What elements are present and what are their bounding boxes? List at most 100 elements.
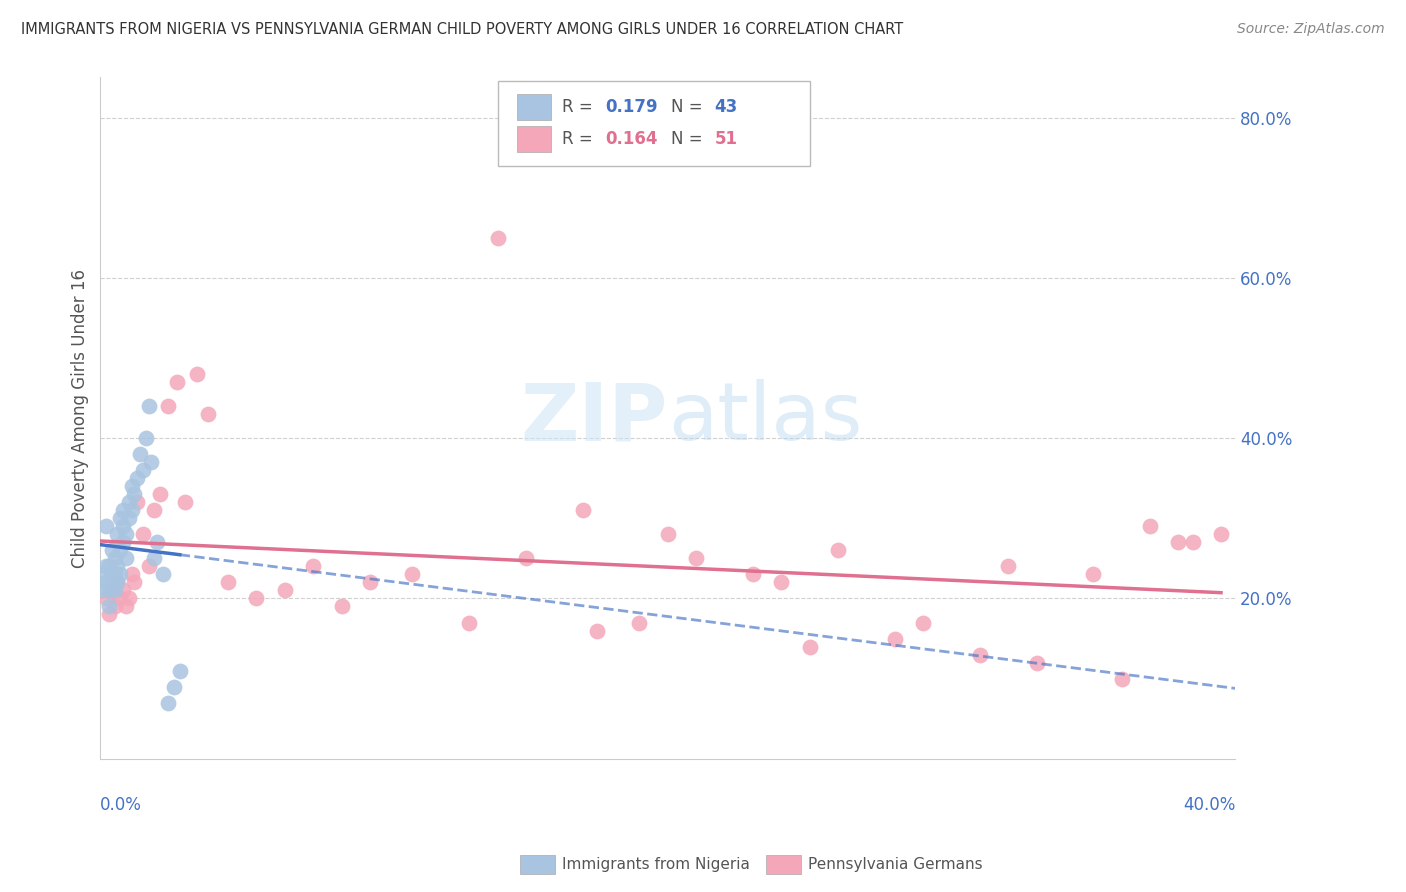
Point: [197, 407, 219, 421]
Point: [359, 575, 381, 590]
Text: R =: R =: [562, 98, 598, 117]
Point: [628, 615, 651, 630]
Point: [217, 575, 239, 590]
Point: [103, 575, 125, 590]
Point: [330, 599, 353, 614]
Point: [770, 575, 793, 590]
Text: N =: N =: [671, 98, 709, 117]
Point: [141, 455, 163, 469]
Point: [94, 519, 117, 533]
Point: [186, 367, 208, 381]
Point: [138, 559, 160, 574]
Point: [1025, 656, 1047, 670]
Text: R =: R =: [562, 130, 598, 148]
Point: [515, 551, 537, 566]
Point: [124, 487, 146, 501]
Point: [112, 583, 135, 598]
Point: [143, 503, 166, 517]
Point: [94, 559, 117, 574]
Point: [132, 527, 155, 541]
Point: [121, 567, 143, 582]
Text: Immigrants from Nigeria: Immigrants from Nigeria: [562, 857, 751, 871]
Text: N =: N =: [671, 130, 709, 148]
Point: [586, 624, 609, 638]
Text: 0.179: 0.179: [606, 98, 658, 117]
Text: Pennsylvania Germans: Pennsylvania Germans: [808, 857, 983, 871]
Point: [135, 431, 157, 445]
Point: [458, 615, 481, 630]
Point: [103, 567, 125, 582]
Point: [571, 503, 593, 517]
Point: [100, 543, 122, 558]
Point: [127, 471, 149, 485]
Text: 43: 43: [714, 98, 738, 117]
Point: [124, 575, 146, 590]
Point: [112, 535, 135, 549]
Point: [115, 599, 138, 614]
Point: [108, 511, 131, 525]
Point: [121, 479, 143, 493]
Text: 0.164: 0.164: [606, 130, 658, 148]
FancyBboxPatch shape: [498, 81, 810, 166]
Point: [912, 615, 935, 630]
Point: [97, 559, 120, 574]
Text: Source: ZipAtlas.com: Source: ZipAtlas.com: [1237, 22, 1385, 37]
Point: [105, 575, 128, 590]
Point: [741, 567, 763, 582]
Point: [91, 583, 114, 598]
Point: [883, 632, 905, 646]
Point: [100, 575, 122, 590]
Point: [138, 399, 160, 413]
Point: [174, 495, 197, 509]
Point: [97, 583, 120, 598]
Point: [97, 607, 120, 622]
Point: [121, 503, 143, 517]
Point: [157, 696, 180, 710]
Point: [799, 640, 821, 654]
Point: [105, 559, 128, 574]
Point: [157, 399, 180, 413]
Point: [115, 527, 138, 541]
Point: [146, 535, 169, 549]
Point: [127, 495, 149, 509]
Point: [1139, 519, 1161, 533]
Point: [245, 591, 267, 606]
Point: [94, 591, 117, 606]
Point: [108, 567, 131, 582]
Point: [401, 567, 423, 582]
Point: [1181, 535, 1204, 549]
Point: [1083, 567, 1105, 582]
Point: [149, 487, 172, 501]
Point: [132, 463, 155, 477]
Point: [169, 664, 191, 678]
Point: [118, 511, 141, 525]
Point: [103, 583, 125, 598]
Point: [302, 559, 325, 574]
Point: [969, 648, 991, 662]
Point: [105, 575, 128, 590]
Point: [108, 591, 131, 606]
Text: 40.0%: 40.0%: [1182, 797, 1236, 814]
Point: [103, 551, 125, 566]
Point: [118, 591, 141, 606]
Point: [274, 583, 297, 598]
Text: 0.0%: 0.0%: [100, 797, 142, 814]
Y-axis label: Child Poverty Among Girls Under 16: Child Poverty Among Girls Under 16: [72, 268, 89, 567]
Point: [115, 551, 138, 566]
Point: [1111, 672, 1133, 686]
Point: [108, 543, 131, 558]
Point: [129, 447, 152, 461]
Point: [105, 527, 128, 541]
Point: [112, 503, 135, 517]
FancyBboxPatch shape: [517, 127, 551, 153]
Point: [112, 519, 135, 533]
Text: 51: 51: [714, 130, 737, 148]
Point: [91, 567, 114, 582]
Text: IMMIGRANTS FROM NIGERIA VS PENNSYLVANIA GERMAN CHILD POVERTY AMONG GIRLS UNDER 1: IMMIGRANTS FROM NIGERIA VS PENNSYLVANIA …: [21, 22, 903, 37]
Text: ZIP: ZIP: [520, 379, 668, 457]
Point: [163, 680, 186, 694]
Point: [997, 559, 1019, 574]
Point: [143, 551, 166, 566]
Point: [94, 575, 117, 590]
Point: [100, 583, 122, 598]
